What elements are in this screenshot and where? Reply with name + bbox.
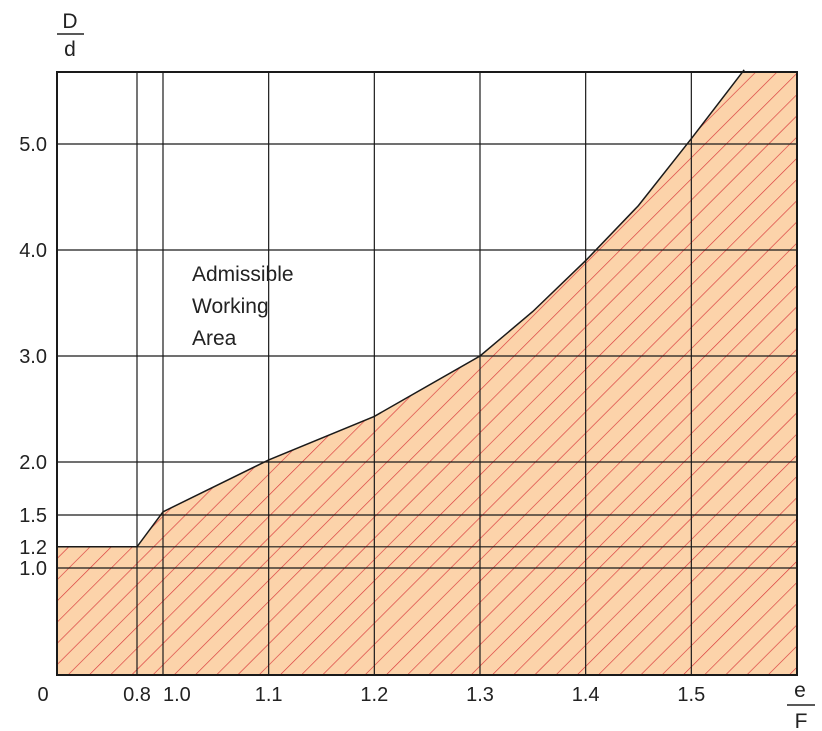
x-tick-label: 1.2 <box>360 684 388 706</box>
vertical-gridlines <box>136 72 692 675</box>
x-tick-label: 0 <box>37 684 48 706</box>
y-axis-label-denominator: d <box>64 38 76 61</box>
annotation-line-2: Working <box>192 295 269 318</box>
horizontal-gridlines <box>57 143 797 569</box>
x-tick-labels: 0 0.8 1.0 1.1 1.2 1.3 1.4 1.5 <box>37 684 705 706</box>
boundary-curve <box>57 69 745 548</box>
plot-frame <box>56 71 798 676</box>
annotation-line-3: Area <box>192 327 237 350</box>
restricted-region <box>57 72 797 675</box>
x-tick-label: 0.8 <box>123 684 151 706</box>
x-tick-label: 1.3 <box>466 684 494 706</box>
y-tick-label: 4.0 <box>19 240 47 262</box>
x-tick-label: 1.1 <box>255 684 283 706</box>
annotation-line-1: Admissible <box>192 263 294 286</box>
x-tick-label: 1.4 <box>572 684 600 706</box>
y-axis-label-numerator: D <box>62 10 77 33</box>
x-tick-label: 1.5 <box>677 684 705 706</box>
y-tick-label: 2.0 <box>19 452 47 474</box>
y-tick-label: 1.0 <box>19 558 47 580</box>
x-axis-label-denominator: F <box>795 710 808 731</box>
x-axis-label-numerator: e <box>794 679 806 702</box>
y-tick-label: 3.0 <box>19 346 47 368</box>
y-tick-label: 1.5 <box>19 505 47 527</box>
x-tick-label: 1.0 <box>163 684 191 706</box>
y-tick-labels: 1.01.2 1.5 2.0 3.0 4.0 5.0 <box>19 134 47 580</box>
y-tick-label: 1.2 <box>19 537 47 559</box>
y-tick-label: 5.0 <box>19 134 47 156</box>
